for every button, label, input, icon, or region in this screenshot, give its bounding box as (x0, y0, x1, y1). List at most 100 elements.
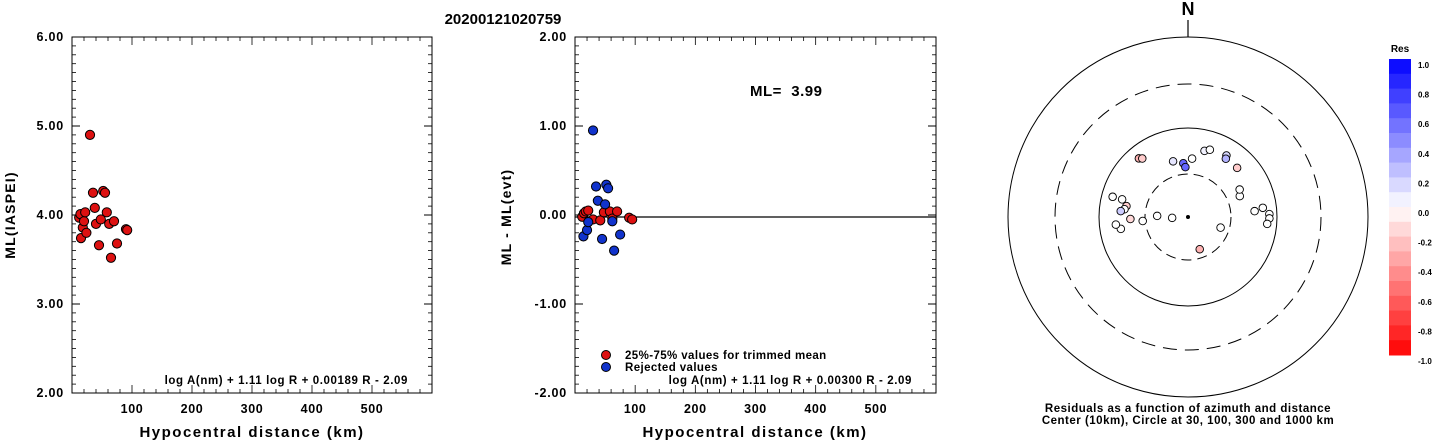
ml-value-label: ML= 3.99 (750, 83, 822, 100)
colorbar-tick-label: 0.0 (1418, 209, 1430, 218)
left-x-axis-label: Hypocentral distance (km) (139, 424, 364, 441)
left-x-tick-label: 300 (241, 402, 264, 416)
colorbar-cell (1389, 340, 1411, 356)
left-x-tick-label: 200 (181, 402, 204, 416)
colorbar-cell (1389, 59, 1411, 75)
station-marker (1138, 216, 1147, 226)
middle-y-axis-label: ML - ML(evt) (498, 169, 514, 266)
ring-30km (1144, 173, 1232, 261)
colorbar-title: Res (1391, 44, 1410, 55)
colorbar-tick-label: -1.0 (1418, 357, 1432, 366)
colorbar-cell (1389, 295, 1411, 312)
colorbar-tick-label: -0.8 (1418, 327, 1432, 336)
figure-title: 20200121020759 (445, 11, 562, 28)
middle-data-points (577, 125, 638, 256)
station-marker (1111, 220, 1121, 229)
station-marker (1138, 154, 1147, 163)
ring-300km (1054, 83, 1322, 351)
colorbar-cell (1389, 325, 1411, 341)
left-y-axis-label: ML(IASPEI) (2, 171, 18, 258)
left-point-red (80, 207, 91, 218)
station-marker (1152, 211, 1162, 221)
middle-point-blue (596, 233, 608, 245)
station-marker (1258, 203, 1268, 213)
station-marker (1235, 185, 1244, 194)
middle-point-blue (615, 229, 626, 240)
middle-point-red (612, 206, 623, 217)
colorbar-tick-label: -0.2 (1418, 239, 1432, 248)
middle-y-tick-labels: -2.00 -1.00 0.00 1.00 2.00 (535, 30, 567, 400)
station-marker (1108, 192, 1117, 202)
station-marker (1205, 145, 1215, 154)
left-x-tick-label: 500 (361, 402, 384, 416)
ring-1000km (1007, 36, 1369, 398)
colorbar-cell (1389, 281, 1411, 297)
colorbar-cell (1389, 221, 1411, 238)
ring-100km (1098, 127, 1278, 307)
middle-point-blue (583, 217, 594, 228)
station-marker (1117, 195, 1127, 204)
colorbar-cell (1389, 118, 1411, 134)
station-marker (1216, 223, 1225, 232)
left-point-red (95, 214, 106, 225)
legend-blue-label: Rejected values (625, 362, 718, 374)
station-marker (1232, 163, 1242, 173)
colorbar-tick-label: 0.2 (1418, 179, 1430, 188)
station-marker (1262, 219, 1272, 229)
colorbar-cell (1389, 133, 1411, 149)
left-plot-frame (71, 36, 433, 394)
middle-formula: log A(nm) + 1.11 log R + 0.00300 R - 2.0… (669, 375, 912, 387)
middle-x-tick-label: 500 (865, 402, 888, 416)
colorbar-tick-label: 1.0 (1418, 61, 1430, 70)
station-marker (1167, 213, 1177, 223)
left-data-points (74, 129, 133, 263)
colorbar-cell (1389, 147, 1411, 164)
colorbar-cells (1389, 59, 1411, 356)
colorbar-cell (1389, 103, 1411, 119)
station-marker (1126, 214, 1135, 224)
colorbar-tick-label: 0.8 (1418, 91, 1430, 100)
colorbar-tick-label: -0.6 (1418, 298, 1432, 307)
left-x-tick-labels: 100 200 300 400 500 (121, 402, 384, 416)
station-marker (1116, 206, 1125, 216)
left-point-red (78, 216, 90, 227)
left-point-red (101, 207, 112, 218)
colorbar-cell (1389, 251, 1411, 267)
left-point-red (108, 216, 120, 227)
colorbar-cell (1389, 207, 1411, 223)
left-point-red (81, 227, 92, 238)
north-label: N (1182, 0, 1195, 19)
left-point-red (105, 252, 117, 263)
legend-blue-marker (601, 362, 611, 372)
left-point-red (122, 225, 133, 236)
colorbar-cell (1389, 73, 1411, 90)
left-axis-ticks (71, 36, 433, 394)
middle-y-tick-label: 1.00 (539, 119, 567, 133)
middle-panel: -2.00 -1.00 0.00 1.00 2.00 100 200 300 400 500 M… (498, 30, 937, 441)
left-point-red (99, 187, 111, 198)
middle-x-axis-label: Hypocentral distance (km) (642, 424, 867, 441)
left-y-tick-label: 4.00 (36, 208, 64, 222)
middle-point-blue (599, 199, 611, 210)
station-marker (1250, 206, 1259, 216)
colorbar-cell (1389, 310, 1411, 326)
left-y-tick-label: 5.00 (36, 119, 64, 133)
middle-x-tick-label: 100 (624, 402, 647, 416)
middle-point-blue (609, 245, 620, 256)
middle-point-blue (587, 125, 599, 136)
colorbar-cell (1389, 266, 1411, 282)
left-point-red (93, 240, 105, 251)
colorbar-cell (1389, 192, 1411, 208)
middle-y-tick-label: 0.00 (539, 208, 567, 222)
colorbar-tick-label: 0.6 (1418, 120, 1430, 129)
station-markers (1108, 145, 1274, 254)
colorbar-cell (1389, 177, 1411, 193)
station-marker (1195, 244, 1204, 254)
residual-colorbar: Res 1.0 0.8 0.6 0.4 0.2 0.0 -0.2 -0.4 -0.6 -0.8 -1… (1389, 44, 1432, 366)
left-y-tick-label: 3.00 (36, 297, 64, 311)
left-point-red (111, 238, 123, 249)
map-caption-line1: Residuals as a function of azimuth and d… (1045, 403, 1331, 415)
left-point-red (87, 187, 99, 198)
legend-red-label: 25%-75% values for trimmed mean (625, 350, 827, 362)
colorbar-tick-label: 0.4 (1418, 150, 1430, 159)
